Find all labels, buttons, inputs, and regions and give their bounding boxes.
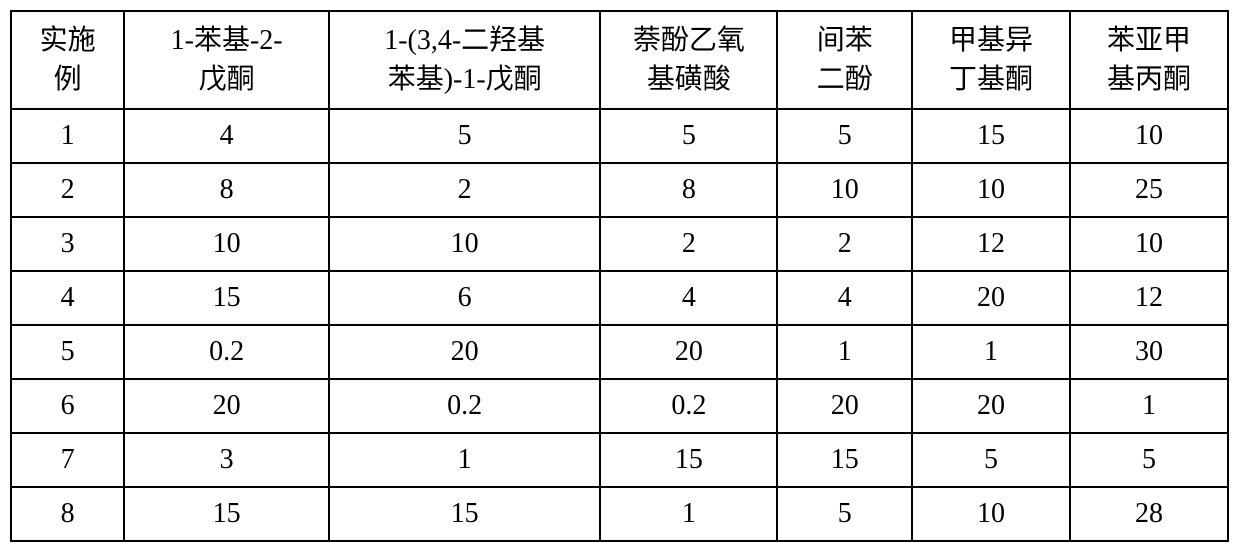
col-header: 间苯二酚 [777, 11, 912, 109]
table-row: 31010221210 [11, 217, 1228, 271]
table-cell: 1 [1070, 379, 1228, 433]
table-row: 50.220201130 [11, 325, 1228, 379]
table-cell: 6 [11, 379, 124, 433]
table-cell: 2 [329, 163, 600, 217]
table-cell: 20 [329, 325, 600, 379]
table-cell: 10 [329, 217, 600, 271]
table-row: 731151555 [11, 433, 1228, 487]
table-row: 4156442012 [11, 271, 1228, 325]
table-cell: 8 [11, 487, 124, 541]
table-cell: 20 [912, 379, 1070, 433]
col-header: 1-(3,4-二羟基苯基)-1-戊酮 [329, 11, 600, 109]
table-cell: 3 [124, 433, 329, 487]
table-cell: 15 [912, 109, 1070, 163]
table-cell: 5 [777, 487, 912, 541]
table-cell: 15 [777, 433, 912, 487]
table-cell: 4 [600, 271, 777, 325]
table-cell: 28 [1070, 487, 1228, 541]
col-header: 苯亚甲基丙酮 [1070, 11, 1228, 109]
col-header: 实施例 [11, 11, 124, 109]
table-cell: 5 [912, 433, 1070, 487]
table-cell: 0.2 [600, 379, 777, 433]
table-row: 2828101025 [11, 163, 1228, 217]
col-header: 1-苯基-2-戊酮 [124, 11, 329, 109]
table-header-row: 实施例 1-苯基-2-戊酮 1-(3,4-二羟基苯基)-1-戊酮 萘酚乙氧基磺酸… [11, 11, 1228, 109]
table-cell: 2 [11, 163, 124, 217]
table-cell: 3 [11, 217, 124, 271]
table-cell: 4 [777, 271, 912, 325]
table-cell: 4 [11, 271, 124, 325]
table-cell: 12 [1070, 271, 1228, 325]
table-cell: 12 [912, 217, 1070, 271]
table-cell: 5 [329, 109, 600, 163]
table-cell: 20 [777, 379, 912, 433]
table-cell: 10 [777, 163, 912, 217]
table-cell: 8 [124, 163, 329, 217]
table-cell: 1 [600, 487, 777, 541]
table-cell: 5 [777, 109, 912, 163]
table-cell: 2 [600, 217, 777, 271]
table-cell: 6 [329, 271, 600, 325]
table-cell: 5 [600, 109, 777, 163]
table-row: 145551510 [11, 109, 1228, 163]
table-cell: 10 [1070, 217, 1228, 271]
table-cell: 20 [912, 271, 1070, 325]
table-body: 1455515102828101025310102212104156442012… [11, 109, 1228, 541]
data-table: 实施例 1-苯基-2-戊酮 1-(3,4-二羟基苯基)-1-戊酮 萘酚乙氧基磺酸… [10, 10, 1229, 542]
table-cell: 15 [124, 487, 329, 541]
table-cell: 10 [124, 217, 329, 271]
table-cell: 8 [600, 163, 777, 217]
table-cell: 2 [777, 217, 912, 271]
col-header: 萘酚乙氧基磺酸 [600, 11, 777, 109]
table-cell: 10 [912, 163, 1070, 217]
table-cell: 5 [1070, 433, 1228, 487]
table-row: 6200.20.220201 [11, 379, 1228, 433]
table-cell: 1 [777, 325, 912, 379]
table-cell: 1 [329, 433, 600, 487]
table-cell: 4 [124, 109, 329, 163]
table-cell: 1 [11, 109, 124, 163]
table-cell: 20 [600, 325, 777, 379]
table-cell: 20 [124, 379, 329, 433]
table-cell: 0.2 [124, 325, 329, 379]
table-cell: 15 [329, 487, 600, 541]
table-cell: 10 [912, 487, 1070, 541]
table-cell: 15 [124, 271, 329, 325]
table-cell: 30 [1070, 325, 1228, 379]
col-header: 甲基异丁基酮 [912, 11, 1070, 109]
table-row: 81515151028 [11, 487, 1228, 541]
table-cell: 0.2 [329, 379, 600, 433]
table-cell: 15 [600, 433, 777, 487]
table-cell: 25 [1070, 163, 1228, 217]
table-cell: 10 [1070, 109, 1228, 163]
table-cell: 5 [11, 325, 124, 379]
table-cell: 7 [11, 433, 124, 487]
table-cell: 1 [912, 325, 1070, 379]
